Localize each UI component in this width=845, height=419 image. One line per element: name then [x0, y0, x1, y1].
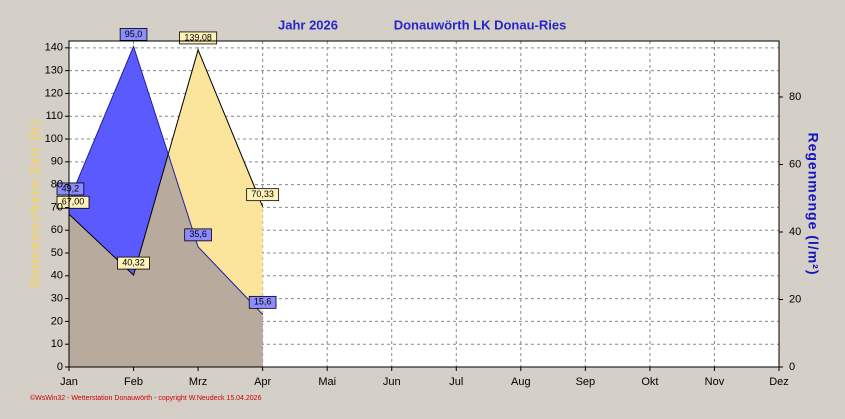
chart-subtitle: Donauwörth LK Donau-Ries — [394, 17, 567, 32]
x-tick-label: Jan — [60, 376, 78, 388]
x-tick-label: Jul — [449, 376, 463, 388]
x-tick-label: Jun — [383, 376, 401, 388]
x-tick-label: Dez — [769, 376, 789, 388]
x-tick-label: Apr — [254, 376, 271, 388]
y-tick-label: 100 — [45, 133, 63, 145]
y-axis-title: Sonnenschein-Zeit (h) — [27, 120, 43, 288]
value-label-box — [248, 295, 277, 309]
x-tick-label: Mrz — [189, 376, 207, 388]
y-tick-label: 70 — [51, 201, 63, 213]
x-tick-label: Feb — [124, 376, 143, 388]
value-label: 49,2 — [62, 183, 80, 193]
value-label-box — [56, 182, 85, 196]
plot-border — [68, 40, 780, 368]
line — [68, 44, 263, 315]
y-tick-label: 130 — [45, 65, 63, 77]
y-tick-label: 120 — [45, 87, 63, 99]
x-tick-label: Okt — [641, 376, 658, 388]
x-tick-label: Aug — [511, 376, 531, 388]
y-tick-label: 10 — [51, 338, 63, 350]
chart-title: Jahr 2026 — [278, 17, 338, 32]
y2-tick-label: 0 — [789, 361, 795, 373]
y2-tick-label: 80 — [789, 91, 801, 103]
y-tick-label: 80 — [51, 179, 63, 191]
y-tick-label: 140 — [45, 42, 63, 54]
footer: ©WsWin32 - Wetterstation Donauwörth - co… — [30, 394, 262, 402]
y-tick-label: 110 — [45, 110, 63, 122]
y-tick-label: 40 — [51, 270, 63, 282]
value-label-box — [119, 27, 148, 41]
value-label-box — [117, 256, 150, 270]
value-label: 40,32 — [122, 257, 145, 267]
y2-tick-label: 60 — [789, 158, 801, 170]
value-label: 67,00 — [62, 197, 85, 207]
y2-tick-label: 40 — [789, 226, 801, 238]
y2-tick-label: 20 — [789, 293, 801, 305]
y-tick-label: 20 — [51, 315, 63, 327]
y-tick-label: 0 — [57, 361, 63, 373]
value-label-box — [184, 228, 212, 242]
value-label-box — [246, 188, 280, 202]
value-label: 35,6 — [189, 229, 207, 239]
y-tick-label: 60 — [51, 224, 63, 236]
value-label: 95,0 — [125, 29, 143, 39]
x-tick-label: Nov — [705, 376, 725, 388]
y2-axis-title: Regenmenge (l/m²) — [805, 132, 821, 275]
y-tick-label: 50 — [51, 247, 63, 259]
y-tick-label: 30 — [51, 293, 63, 305]
value-label: 70,33 — [251, 189, 274, 199]
x-tick-label: Mai — [318, 376, 336, 388]
value-label-box — [56, 195, 90, 209]
y-tick-label: 90 — [51, 156, 63, 168]
value-label: 139,08 — [184, 32, 212, 42]
line — [68, 48, 264, 277]
value-label: 15,6 — [254, 297, 272, 307]
x-tick-label: Sep — [576, 376, 596, 388]
